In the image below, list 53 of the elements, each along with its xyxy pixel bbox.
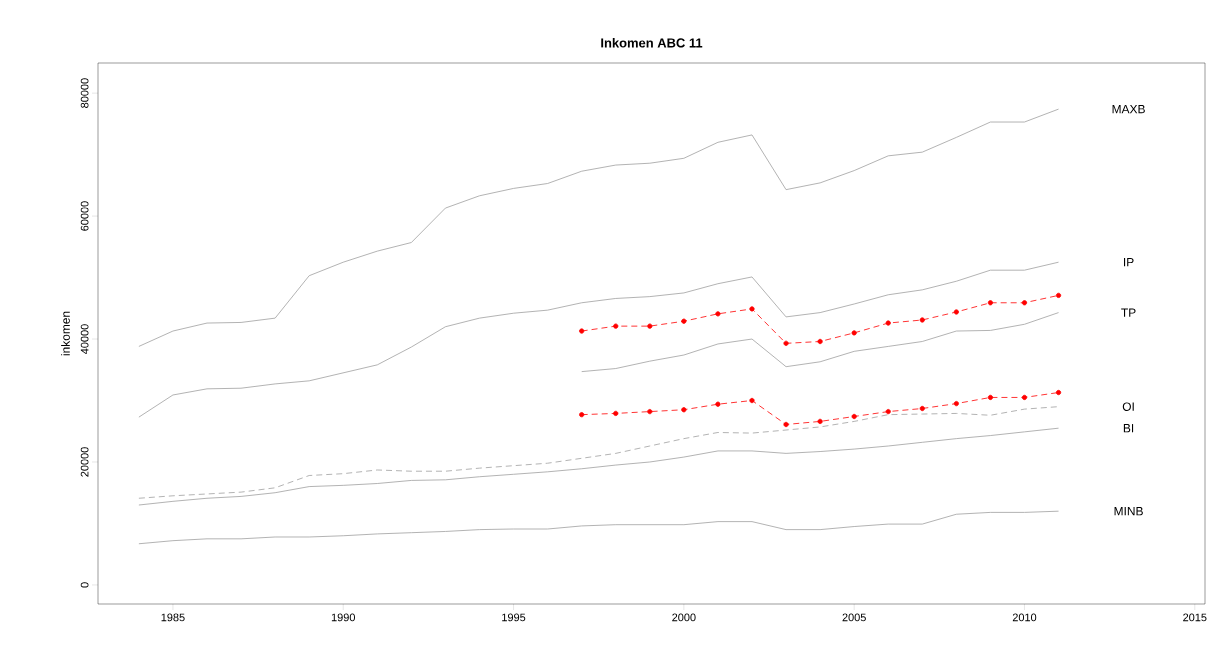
- y-tick-label: 20000: [80, 447, 89, 477]
- line-series: [138, 427, 1059, 506]
- x-tick-label: 2010: [1012, 613, 1037, 622]
- point: [715, 311, 721, 317]
- x-tick-label: 1995: [502, 613, 526, 622]
- text: MINB: [1114, 507, 1143, 516]
- text: TP: [1121, 308, 1136, 317]
- point: [885, 408, 891, 415]
- x-tick-label: 2005: [842, 613, 866, 622]
- y-tick-label: 0: [80, 582, 89, 588]
- x-tick-label: 1985: [161, 613, 185, 622]
- point: [1055, 389, 1062, 396]
- point: [987, 394, 994, 401]
- point: [647, 323, 653, 329]
- text: BI: [1123, 424, 1134, 433]
- point: [953, 400, 959, 407]
- text: OI: [1122, 402, 1134, 411]
- line-series: [581, 312, 1059, 373]
- line-series: [138, 108, 1059, 347]
- y-tick-label: 80000: [80, 78, 89, 108]
- point: [783, 421, 789, 428]
- point: [681, 318, 687, 324]
- point: [919, 405, 925, 412]
- y-tick-label: 60000: [80, 201, 89, 231]
- point: [579, 412, 585, 418]
- point: [1021, 394, 1028, 401]
- point: [613, 323, 619, 329]
- point: [953, 309, 959, 315]
- point: [681, 407, 687, 413]
- point: [715, 401, 721, 407]
- x-tick-label: 2015: [1183, 613, 1207, 622]
- y-tick-label: 40000: [80, 324, 89, 355]
- point: [987, 300, 994, 306]
- point: [885, 320, 891, 326]
- point: [1055, 292, 1062, 298]
- point: [783, 340, 789, 346]
- text: IP: [1124, 258, 1134, 267]
- point: [613, 410, 619, 417]
- point: [1021, 300, 1028, 306]
- point: [647, 408, 653, 415]
- point: [851, 330, 857, 336]
- point: [579, 328, 585, 334]
- text: MAXB: [1112, 105, 1145, 114]
- point: [919, 317, 925, 323]
- x-tick-label: 2000: [672, 613, 696, 622]
- chart-title: Inkomen ABC 11: [601, 37, 703, 48]
- y-axis-title: inkomen: [61, 311, 70, 356]
- point: [749, 306, 755, 312]
- x-tick-label: 1990: [331, 613, 355, 622]
- point: [817, 418, 823, 425]
- point: [817, 338, 823, 345]
- point: [749, 397, 755, 404]
- point: [851, 413, 857, 420]
